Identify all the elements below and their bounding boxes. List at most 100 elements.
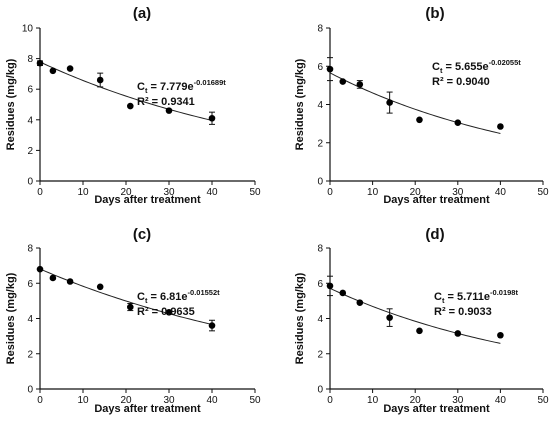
data-point [416, 327, 423, 335]
x-tick-label: 40 [206, 395, 218, 406]
data-point [49, 274, 57, 282]
x-tick-label: 30 [452, 187, 464, 198]
y-tick-label: 2 [27, 349, 33, 360]
data-point [497, 331, 504, 339]
equation-subscript: t [145, 296, 148, 305]
chart-panel-1: (a) 0 10 20 30 40 50 0 2 4 6 8 10 Days after treatmen… [5, 5, 261, 206]
r-squared: R² = 0.9341 [137, 96, 195, 108]
equation-body: = 5.711e [444, 291, 490, 303]
data-point [386, 314, 393, 321]
data-point [454, 330, 462, 337]
x-axis-label: Days after treatment [383, 194, 490, 206]
data-point [36, 59, 44, 67]
equation-subscript: t [440, 66, 443, 75]
x-tick-label: 40 [495, 395, 507, 406]
x-tick-label: 50 [537, 187, 549, 198]
equation-prefix: C [434, 291, 442, 303]
x-tick-label: 30 [163, 395, 175, 406]
equation-body: = 5.655e [442, 61, 488, 73]
equation-body: = 7.779e [147, 81, 193, 93]
x-axis-label: Days after treatment [94, 194, 201, 206]
data-point [356, 299, 364, 306]
y-axis-label: Residues (mg/kg) [294, 58, 306, 150]
y-tick-label: 6 [27, 279, 33, 290]
x-tick-label: 0 [327, 395, 333, 406]
x-tick-label: 20 [120, 395, 132, 406]
y-axis-label: Residues (mg/kg) [294, 272, 306, 364]
fit-equation: Ct = 7.779e-0.01689t [137, 78, 226, 95]
data-point [96, 76, 104, 84]
x-axis-label: Days after treatment [94, 403, 201, 415]
chart-panel-2: (b) 0 10 20 30 40 50 0 2 4 6 8 Days after treatment R… [294, 5, 549, 206]
x-tick-label: 50 [249, 187, 261, 198]
fit-equation: Ct = 6.81e-0.01552t [137, 288, 220, 305]
data-point [339, 289, 347, 297]
y-tick-label: 2 [27, 146, 33, 157]
chart-panel-4: (d) 0 10 20 30 40 50 0 2 4 6 8 Days after treatment R… [294, 226, 549, 415]
y-tick-label: 0 [317, 385, 323, 396]
data-point [386, 99, 393, 106]
equation-subscript: t [145, 86, 148, 95]
x-tick-label: 30 [452, 395, 464, 406]
x-tick-label: 10 [77, 395, 89, 406]
y-tick-label: 8 [317, 24, 323, 35]
y-tick-label: 6 [27, 85, 33, 96]
fit-curve [39, 61, 213, 121]
y-tick-label: 10 [22, 24, 34, 35]
y-tick-label: 2 [317, 349, 323, 360]
data-point [356, 81, 364, 88]
equation-body: = 6.81e [147, 291, 187, 303]
data-point [36, 265, 44, 273]
panel-title: (d) [425, 226, 444, 243]
x-tick-label: 20 [410, 395, 422, 406]
data-point [326, 282, 334, 290]
y-tick-label: 0 [27, 177, 33, 188]
r-squared: R² = 0.9040 [432, 76, 490, 88]
data-point [326, 65, 334, 73]
equation-exponent: -0.01689t [194, 78, 227, 87]
panel-title: (a) [133, 5, 151, 22]
y-tick-label: 8 [27, 244, 33, 255]
equation-exponent: -0.02055t [489, 58, 522, 67]
y-tick-label: 6 [317, 279, 323, 290]
data-point [96, 283, 104, 291]
x-tick-label: 40 [495, 187, 507, 198]
data-point [127, 303, 134, 311]
equation-prefix: C [137, 291, 145, 303]
x-axis-label: Days after treatment [383, 403, 490, 415]
y-axis-label: Residues (mg/kg) [5, 58, 17, 150]
x-tick-label: 20 [120, 187, 132, 198]
x-tick-label: 10 [367, 395, 379, 406]
equation-exponent: -0.01552t [188, 288, 221, 297]
data-point [497, 123, 504, 130]
data-point [165, 107, 173, 114]
x-tick-label: 50 [249, 395, 261, 406]
panel-title: (b) [425, 5, 444, 22]
x-tick-label: 40 [206, 187, 218, 198]
y-tick-label: 6 [317, 62, 323, 73]
y-tick-label: 0 [27, 385, 33, 396]
data-point [339, 78, 347, 85]
data-point [66, 65, 74, 72]
data-point [416, 116, 423, 124]
y-tick-label: 0 [317, 177, 323, 188]
equation-subscript: t [442, 296, 445, 305]
y-tick-label: 8 [317, 244, 323, 255]
y-tick-label: 4 [27, 314, 33, 325]
equation-prefix: C [432, 61, 440, 73]
data-point [208, 322, 216, 329]
data-point [49, 67, 57, 75]
data-point [454, 119, 462, 126]
y-axis-label: Residues (mg/kg) [5, 272, 17, 364]
equation-prefix: C [137, 81, 145, 93]
chart-panel-3: (c) 0 10 20 30 40 50 0 2 4 6 8 Days after treatment R… [5, 226, 261, 415]
data-point [165, 309, 173, 316]
y-tick-label: 2 [317, 138, 323, 149]
fit-equation: Ct = 5.711e-0.0198t [434, 288, 518, 305]
panel-title: (c) [133, 226, 151, 243]
r-squared: R² = 0.9635 [137, 306, 195, 318]
y-tick-label: 4 [317, 314, 323, 325]
data-point [208, 114, 216, 122]
x-tick-label: 10 [367, 187, 379, 198]
